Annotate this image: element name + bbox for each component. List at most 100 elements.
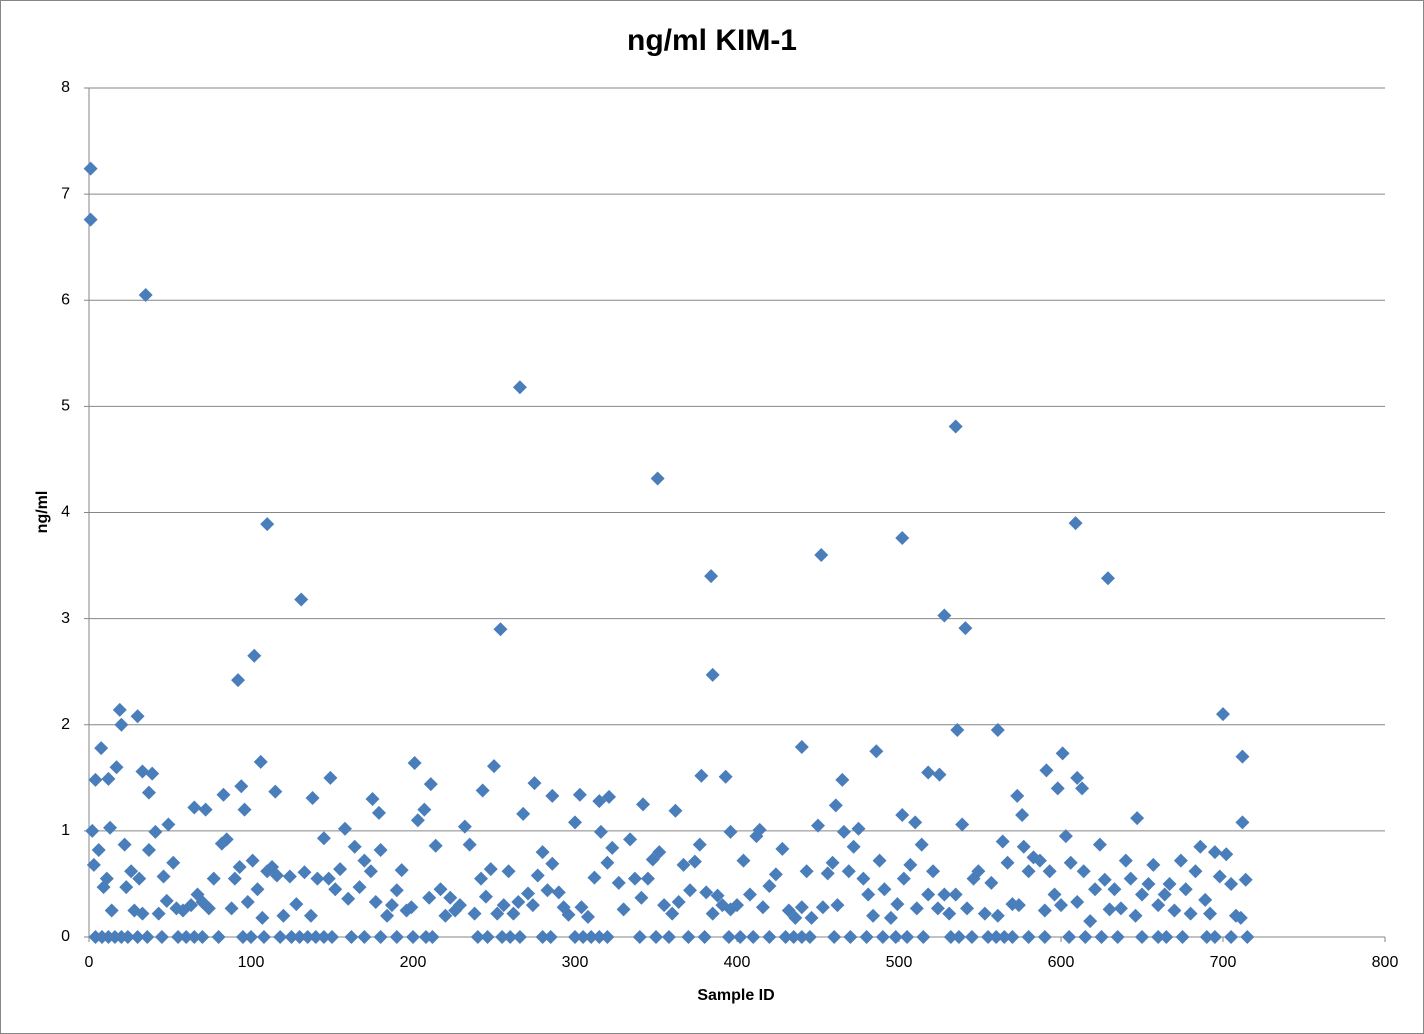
- data-point: [859, 930, 874, 944]
- data-point: [914, 837, 929, 852]
- data-point: [433, 882, 448, 897]
- data-point: [916, 930, 931, 944]
- data-point: [443, 890, 458, 905]
- data-point: [657, 898, 672, 913]
- data-point: [866, 908, 881, 923]
- data-point: [883, 910, 898, 925]
- data-point: [1178, 882, 1193, 897]
- data-point: [576, 930, 591, 944]
- data-point: [545, 788, 560, 803]
- data-point: [909, 901, 924, 916]
- data-point: [1233, 910, 1248, 925]
- y-tick-label: 6: [61, 291, 70, 308]
- data-point: [762, 879, 777, 894]
- data-point: [347, 839, 362, 854]
- data-point: [1110, 930, 1125, 944]
- data-point: [438, 908, 453, 923]
- data-point: [474, 871, 489, 886]
- data-point: [328, 882, 343, 897]
- data-point: [661, 930, 676, 944]
- data-point: [828, 798, 843, 813]
- data-point: [344, 930, 359, 944]
- data-point: [1021, 930, 1036, 944]
- data-point: [1037, 903, 1052, 918]
- data-point: [1151, 930, 1166, 944]
- data-point: [942, 906, 957, 921]
- data-point: [120, 930, 135, 944]
- data-point: [224, 901, 239, 916]
- data-point: [1162, 876, 1177, 891]
- data-point: [561, 907, 576, 922]
- data-point: [869, 744, 884, 759]
- data-point: [417, 802, 432, 817]
- data-point: [240, 894, 255, 909]
- data-point: [365, 792, 380, 807]
- data-point: [710, 888, 725, 903]
- data-point: [310, 871, 325, 886]
- data-point: [269, 868, 284, 883]
- data-point: [211, 930, 226, 944]
- data-point: [135, 906, 150, 921]
- data-point: [592, 794, 607, 809]
- data-point: [166, 855, 181, 870]
- data-point: [316, 831, 331, 846]
- data-point: [276, 908, 291, 923]
- data-point: [895, 807, 910, 822]
- data-point: [333, 862, 348, 877]
- data-point: [384, 898, 399, 913]
- data-point: [83, 212, 98, 227]
- data-point: [995, 834, 1010, 849]
- data-point: [117, 837, 132, 852]
- data-point: [184, 898, 199, 913]
- data-point: [616, 902, 631, 917]
- data-point: [512, 380, 527, 395]
- data-point: [861, 887, 876, 902]
- data-point: [592, 930, 607, 944]
- data-point: [487, 759, 501, 774]
- data-point: [179, 930, 194, 944]
- data-point: [1128, 908, 1143, 923]
- data-point: [1135, 930, 1149, 944]
- data-point: [1193, 839, 1208, 854]
- data-point: [820, 866, 835, 881]
- data-point: [256, 930, 271, 944]
- data-point: [1235, 815, 1250, 830]
- data-point: [668, 803, 683, 818]
- data-point: [755, 900, 770, 915]
- data-point: [775, 841, 790, 856]
- data-point: [1032, 853, 1047, 868]
- data-point: [704, 569, 719, 584]
- data-point: [1037, 930, 1052, 944]
- data-point: [198, 802, 213, 817]
- data-point: [1173, 853, 1188, 868]
- data-point: [363, 864, 378, 879]
- data-point: [389, 930, 404, 944]
- data-point: [527, 776, 542, 791]
- data-point: [1094, 930, 1109, 944]
- data-point: [856, 871, 871, 886]
- data-point: [101, 771, 116, 786]
- data-point: [467, 906, 482, 921]
- data-point: [138, 287, 153, 302]
- data-point: [551, 885, 566, 900]
- data-point: [694, 768, 709, 783]
- data-point: [260, 517, 275, 532]
- x-tick-label: 700: [1210, 954, 1237, 971]
- data-point: [130, 709, 145, 724]
- data-point: [830, 898, 845, 913]
- data-point: [721, 930, 736, 944]
- data-point: [846, 839, 861, 854]
- data-point: [574, 900, 589, 915]
- data-point: [605, 840, 620, 855]
- data-point: [705, 667, 720, 682]
- data-point: [423, 777, 438, 792]
- data-point: [723, 824, 738, 839]
- data-point: [1135, 887, 1149, 902]
- data-point: [1075, 781, 1090, 796]
- data-point: [903, 857, 918, 872]
- data-point: [187, 800, 202, 815]
- data-point: [794, 900, 809, 915]
- data-point: [394, 863, 409, 878]
- data-point: [600, 855, 615, 870]
- data-point: [1183, 906, 1198, 921]
